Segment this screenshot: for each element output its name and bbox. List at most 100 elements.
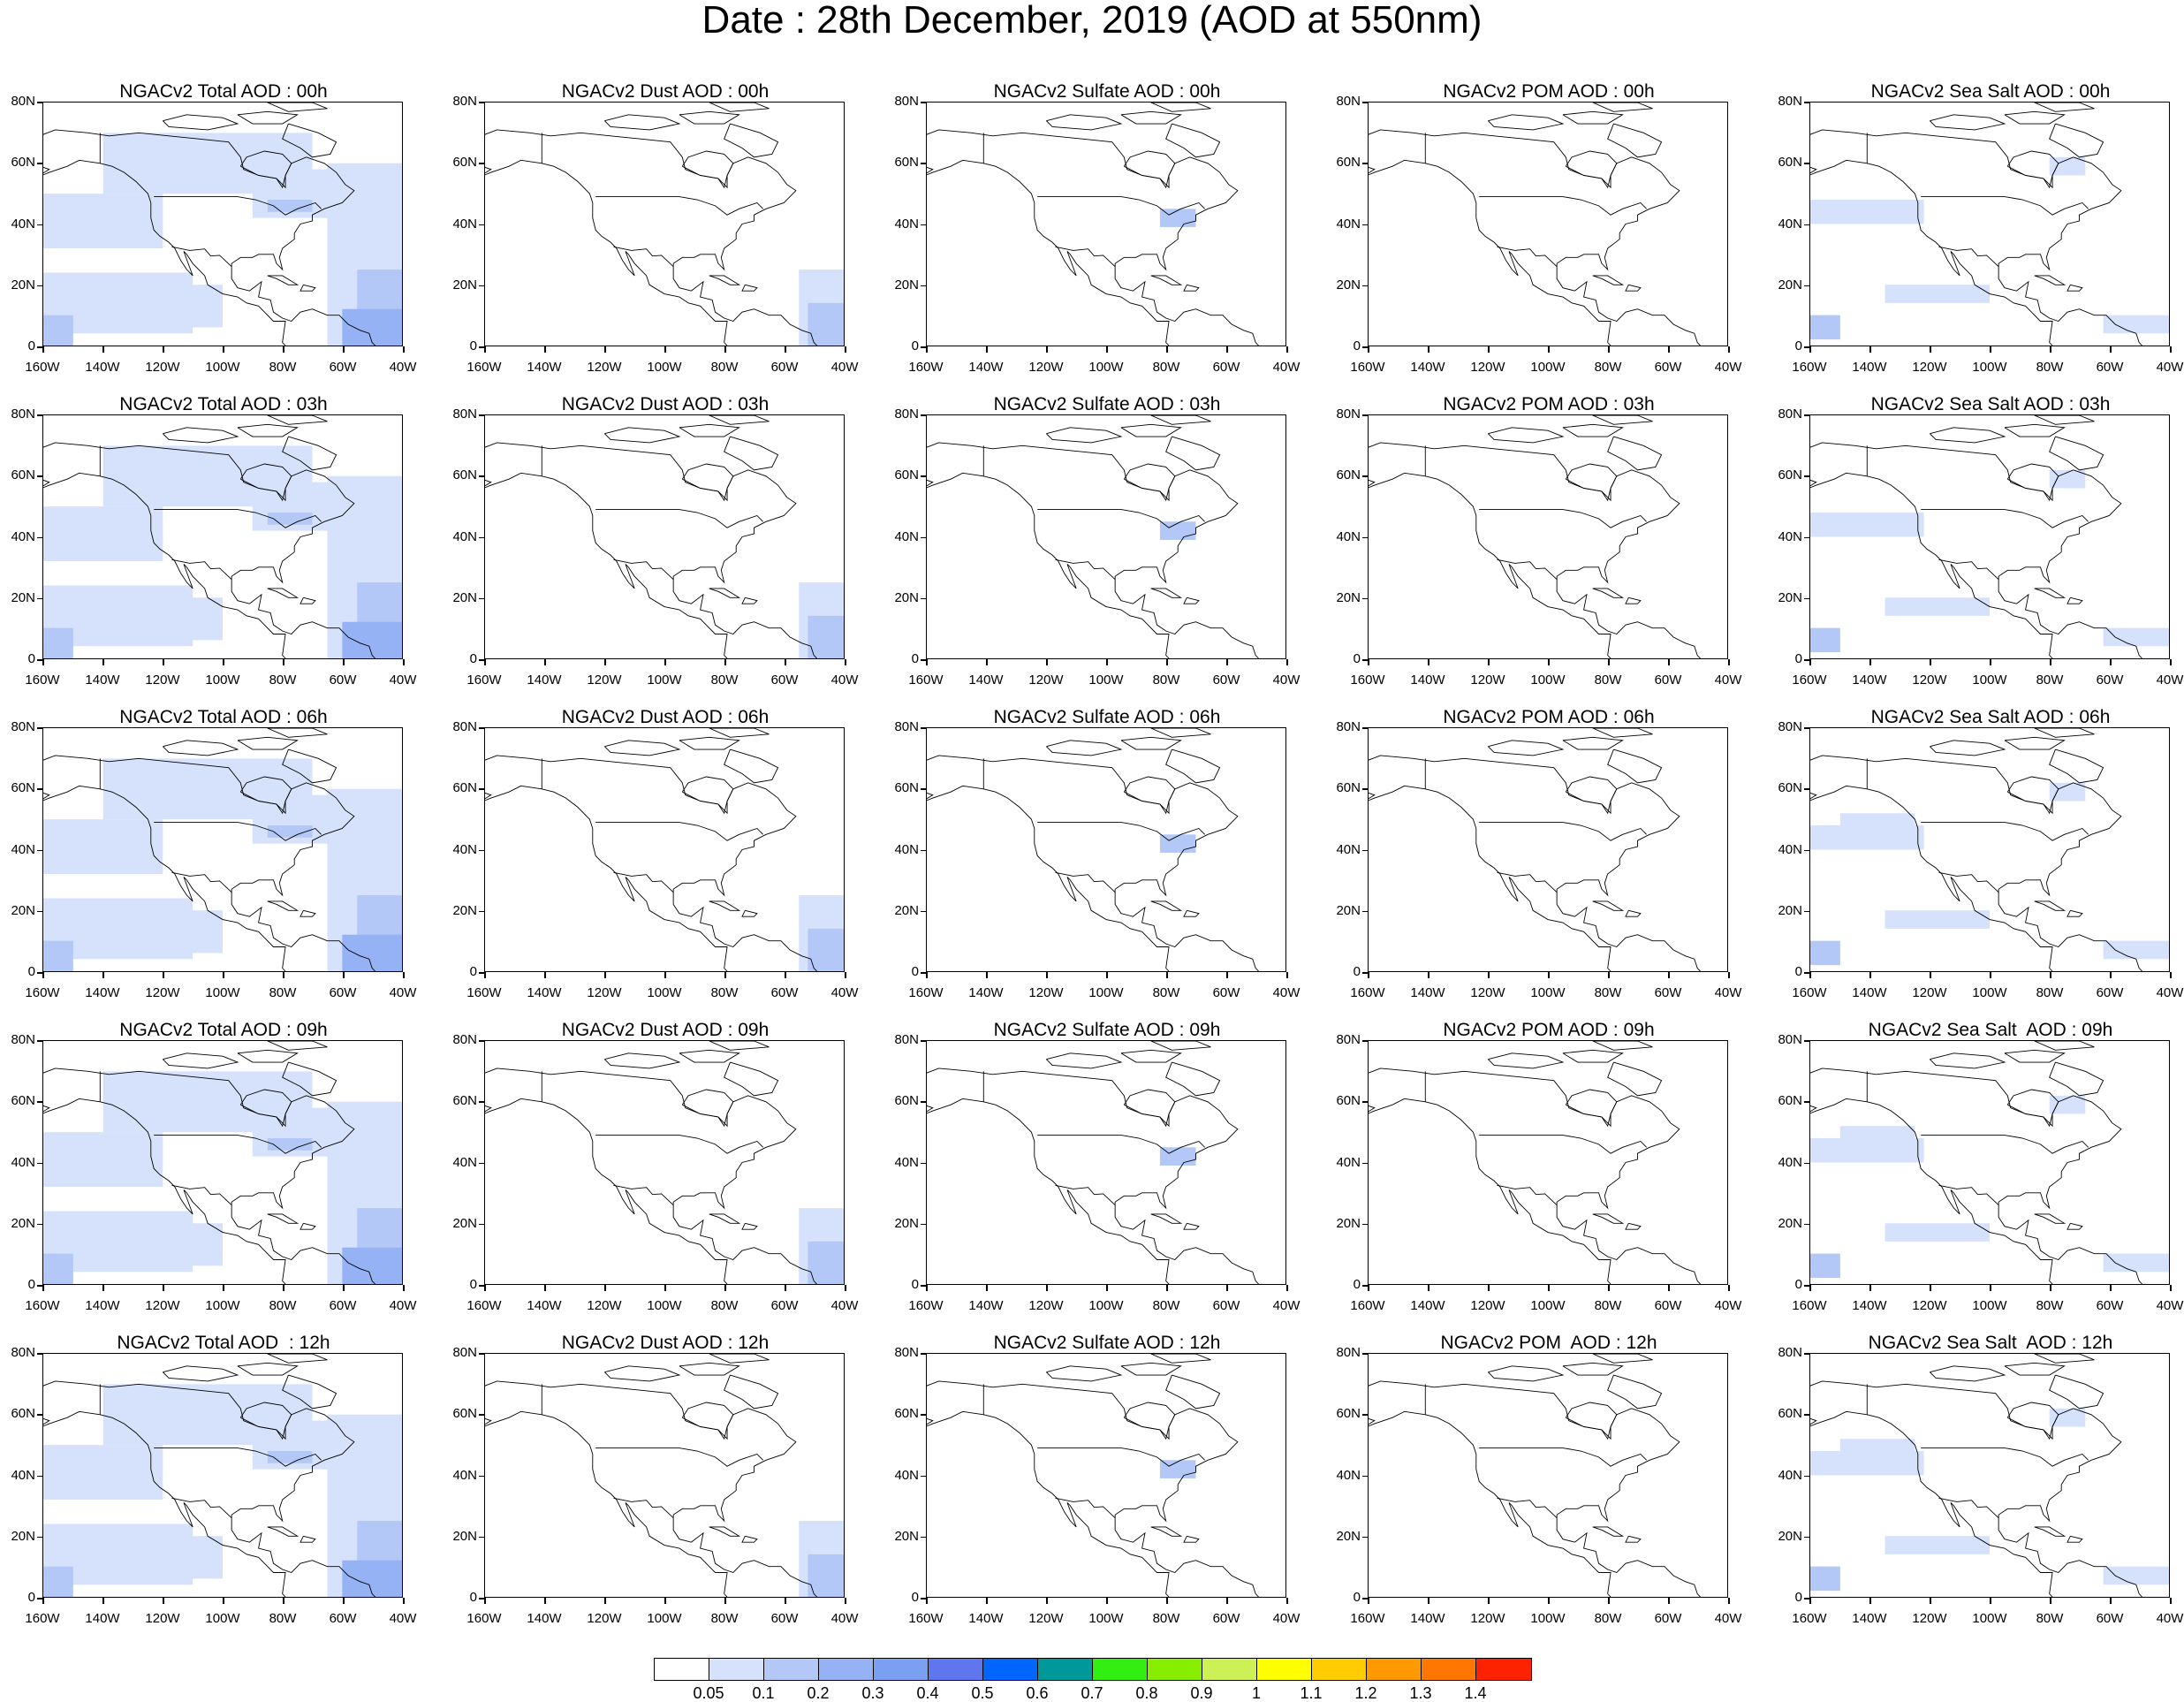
x-tick-label: 40W [1714,360,1742,375]
y-tick-label: 20N [452,589,477,605]
coastline [709,1213,741,1224]
y-tick [1362,224,1369,225]
coastline [1369,472,1611,658]
aod-shading [43,940,73,971]
y-tick [37,346,43,348]
x-tick [163,972,164,978]
y-tick-label: 40N [1778,841,1802,857]
coastline [1369,1068,1701,1284]
coastline [1369,159,1611,346]
aod-shading [808,1554,844,1597]
coastline [2066,909,2083,917]
y-tick [37,536,43,538]
coastline [267,103,328,112]
y-tick [1362,597,1369,600]
x-tick-label: 160W [1350,360,1385,375]
x-tick [343,346,345,353]
coastline [237,1049,299,1063]
y-tick [921,1353,927,1355]
x-tick [1166,1285,1168,1291]
x-tick-label: 40W [2156,672,2184,688]
coastline [709,728,770,738]
x-tick-label: 140W [85,1298,120,1313]
x-tick-label: 140W [1852,360,1887,375]
x-tick [1668,659,1670,665]
aod-shading [342,308,402,346]
map-panel: NGACv2 Sea Salt AOD : 12h 80N 60N 40N 20N 0 16… [1767,1331,2184,1645]
x-tick [1869,1285,1871,1291]
y-tick [1362,972,1369,974]
x-tick-label: 140W [527,1611,562,1626]
y-tick [479,727,485,729]
coastline [1165,1061,1221,1097]
aod-shading [1810,315,1840,340]
x-tick-label: 160W [908,360,944,375]
coastline [171,246,232,267]
coastline [1037,1135,1205,1154]
x-tick [724,1598,726,1604]
x-tick-label: 60W [329,1298,357,1313]
coastline [2004,1049,2066,1063]
coastline [1120,110,1182,125]
y-tick [37,102,43,103]
y-tick [479,414,485,416]
x-tick [986,1598,988,1604]
x-tick [2050,346,2051,353]
coastline [1183,596,1200,604]
coastline [595,822,763,841]
x-tick [163,1598,164,1604]
x-tick [664,659,666,665]
x-tick [1728,659,1730,665]
coastline [613,246,674,267]
y-tick-label: 0 [27,1277,35,1292]
coastline [1488,114,1565,131]
y-tick-label: 80N [11,1032,35,1047]
y-tick [37,659,43,661]
y-tick-label: 60N [11,1093,35,1109]
y-tick-label: 20N [1336,1528,1361,1544]
coastline [927,1068,1259,1284]
x-tick-label: 80W [2036,1611,2064,1626]
x-tick [283,972,284,978]
x-tick-label: 100W [1088,672,1124,688]
coastline [1497,1184,1558,1205]
coastline [300,284,316,292]
coastline [1592,1213,1625,1224]
y-tick [1362,414,1369,416]
coastline [709,415,770,425]
coastline [171,558,232,580]
coastline [681,1402,734,1440]
y-tick-label: 60N [11,467,35,483]
coastline [300,1535,316,1543]
map-plot-area [1809,102,2170,346]
y-tick [921,536,927,538]
coastline [171,1184,232,1205]
x-tick [1990,972,1991,978]
coastline [709,275,741,285]
x-tick-label: 60W [2096,1298,2124,1313]
coastline [724,436,779,471]
x-tick [223,1598,224,1604]
x-tick [785,346,786,353]
coastline [681,1089,734,1128]
x-tick [1166,659,1168,665]
y-tick-label: 60N [452,1093,477,1109]
x-tick-label: 60W [2096,672,2124,688]
x-tick-label: 140W [1410,360,1445,375]
y-tick [1362,910,1369,913]
y-tick [921,597,927,600]
x-tick [1106,972,1108,978]
x-tick-label: 40W [389,1611,417,1626]
y-tick [921,659,927,661]
coastline [239,1402,292,1440]
aod-shading [267,825,313,838]
x-tick-label: 160W [908,1298,944,1313]
y-tick-label: 40N [11,528,35,544]
aod-shading [43,1253,73,1284]
y-tick [1362,163,1369,164]
map-panel: NGACv2 POM AOD : 03h 80N 60N 40N 20N 0 160W 140… [1325,392,1767,706]
coastline [724,123,779,158]
aod-shading [1159,834,1196,853]
x-tick [484,972,486,978]
x-tick [1226,1598,1228,1604]
